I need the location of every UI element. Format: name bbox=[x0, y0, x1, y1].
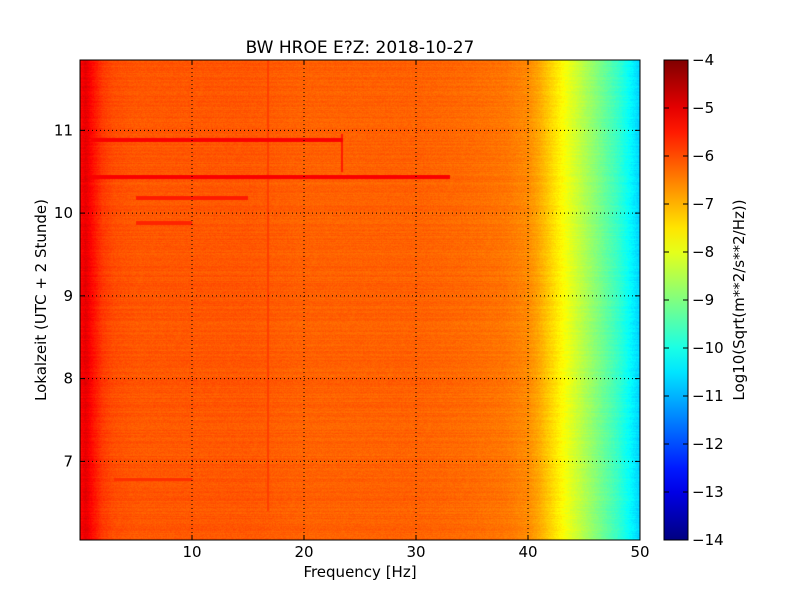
y-tick-label: 7 bbox=[63, 452, 73, 470]
colorbar-tick-label: −8 bbox=[692, 243, 714, 261]
colorbar-tick-label: −13 bbox=[692, 483, 724, 501]
colorbar-tick-label: −14 bbox=[692, 531, 724, 549]
colorbar-tick-label: −4 bbox=[692, 51, 714, 69]
colorbar-tick-label: −5 bbox=[692, 99, 714, 117]
x-axis: 10 20 30 40 50 bbox=[182, 60, 650, 561]
colorbar-tick-label: −9 bbox=[692, 291, 714, 309]
x-tick-label: 30 bbox=[406, 543, 425, 561]
plot-area bbox=[80, 60, 640, 540]
y-axis-label: Lokalzeit (UTC + 2 Stunde) bbox=[32, 199, 50, 401]
colorbar-tick-label: −6 bbox=[692, 147, 714, 165]
grid-lines bbox=[80, 60, 640, 540]
colorbar-tick-label: −11 bbox=[692, 387, 724, 405]
y-tick-label: 9 bbox=[63, 287, 73, 305]
x-tick-label: 50 bbox=[630, 543, 649, 561]
colorbar-tick-label: −10 bbox=[692, 339, 724, 357]
y-axis: 7 8 9 10 11 bbox=[54, 121, 640, 470]
x-tick-label: 40 bbox=[518, 543, 537, 561]
x-axis-label: Frequency [Hz] bbox=[303, 563, 416, 581]
colorbar-tick-label: −7 bbox=[692, 195, 714, 213]
colorbar-tick-label: −12 bbox=[692, 435, 724, 453]
colorbar-label: Log10(Sqrt(m**2/s**2/Hz)) bbox=[730, 199, 748, 400]
plot-frame bbox=[79, 59, 641, 541]
x-tick-label: 20 bbox=[294, 543, 313, 561]
y-tick-label: 10 bbox=[54, 204, 73, 222]
colorbar-ticks: −4 −5 −6 −7 −8 −9 −10 −11 −12 −13 −14 bbox=[664, 51, 724, 549]
spectrogram-heatmap bbox=[80, 60, 640, 540]
colorbar: −4 −5 −6 −7 −8 −9 −10 −11 −12 −13 −14 Log10(Sqrt(m… bbox=[663, 51, 748, 549]
x-tick-label: 10 bbox=[182, 543, 201, 561]
y-tick-label: 8 bbox=[63, 370, 73, 388]
chart-title: BW HROE E?Z: 2018-10-27 bbox=[246, 38, 475, 58]
y-tick-label: 11 bbox=[54, 121, 73, 139]
